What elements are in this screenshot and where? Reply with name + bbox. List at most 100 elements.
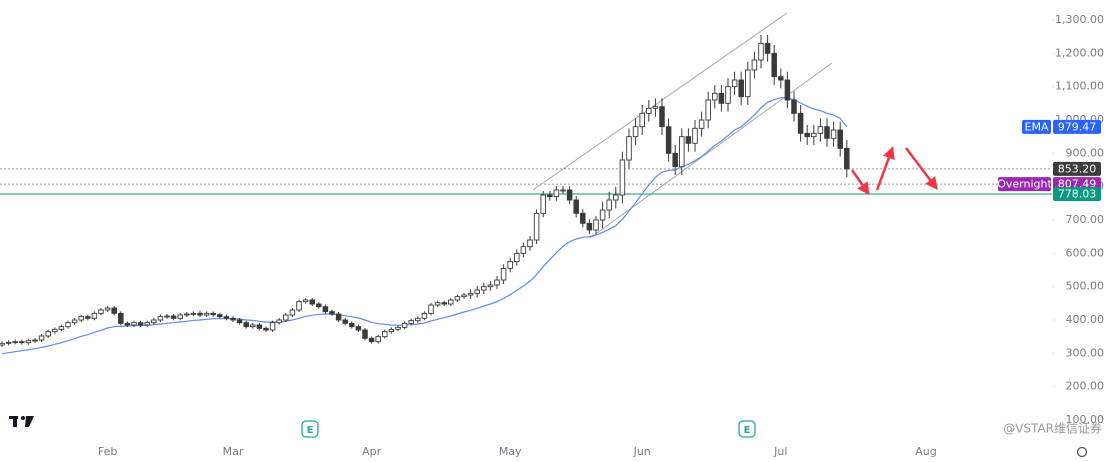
candle-body <box>12 341 18 344</box>
candle-body <box>784 79 791 101</box>
candle-body <box>811 132 817 138</box>
candle-body <box>91 312 98 319</box>
candle-body <box>540 194 546 214</box>
y-tick-label: 300.00 <box>1066 346 1105 359</box>
ema-line <box>1 97 848 355</box>
candle-body <box>758 42 764 61</box>
candle-body <box>778 76 784 81</box>
candle-body <box>118 312 124 324</box>
price-name: Overnight <box>997 178 1052 191</box>
candle-body <box>646 107 652 114</box>
candle-body <box>164 315 170 318</box>
candle-body <box>263 327 269 331</box>
candle-body <box>619 159 626 196</box>
candle-body <box>85 316 91 319</box>
candle-body <box>804 132 810 138</box>
candle-body <box>157 316 164 321</box>
gear[interactable] <box>1076 446 1088 458</box>
candle-body <box>19 341 25 344</box>
earnings-badge[interactable] <box>301 420 319 438</box>
candle-body <box>217 314 223 318</box>
candle-body <box>725 86 731 104</box>
earnings-icon[interactable]: E <box>301 420 319 438</box>
candle-body <box>500 267 507 281</box>
candle-body <box>844 147 850 170</box>
earnings-label: E <box>744 425 751 436</box>
settings-icon[interactable] <box>1076 446 1088 458</box>
arrow <box>850 169 870 196</box>
candle-body <box>71 319 78 324</box>
candle-body <box>401 322 408 328</box>
candle-body <box>514 252 520 263</box>
candle-body <box>547 194 553 198</box>
logo[interactable] <box>9 416 34 427</box>
x-tick-label: Apr <box>362 445 382 458</box>
y-tick-label: 500.00 <box>1066 280 1105 293</box>
candle-body <box>705 99 711 121</box>
candle-body <box>421 312 428 319</box>
earnings-icon[interactable]: E <box>738 420 756 438</box>
candle-body <box>362 329 368 339</box>
candle-body <box>454 296 461 301</box>
candle-body <box>65 322 71 328</box>
x-tick-label: May <box>499 445 522 458</box>
x-tick-label: Aug <box>915 445 936 458</box>
y-tick-label: 600.00 <box>1066 246 1105 259</box>
candle-body <box>764 42 771 54</box>
candle-body <box>144 322 150 326</box>
candle-body <box>553 189 560 198</box>
candle-body <box>137 322 144 326</box>
candle-body <box>250 324 256 328</box>
x-tick-label: Jun <box>633 445 651 458</box>
candle-body <box>355 326 362 331</box>
candle-body <box>375 336 381 343</box>
candle-body <box>797 112 804 134</box>
candle-body <box>461 294 467 298</box>
candle-body <box>679 136 685 168</box>
candle-body <box>441 302 447 305</box>
ema-name: EMA <box>1025 120 1049 133</box>
candle-body <box>837 129 843 149</box>
candle-body <box>230 317 236 321</box>
annotation-arrows <box>850 146 938 196</box>
candle-body <box>210 312 216 316</box>
candle-body <box>586 222 593 231</box>
candle-body <box>824 126 830 139</box>
price-label: 853.20 <box>1058 162 1097 175</box>
y-tick-label: 1,100.00 <box>1055 80 1104 93</box>
candle-body <box>45 331 51 337</box>
earnings-badge[interactable] <box>738 420 756 438</box>
candle-body <box>580 212 586 224</box>
candle-body <box>652 106 659 109</box>
arrow <box>875 146 895 191</box>
candle-body <box>481 286 487 291</box>
candle-body <box>184 313 190 316</box>
candle-body <box>566 189 573 201</box>
candle-body <box>388 328 395 333</box>
candle-body <box>322 306 329 313</box>
candle-body <box>309 299 315 305</box>
candle-body <box>712 92 718 101</box>
logo-part <box>21 416 25 420</box>
y-tick-label: 1,200.00 <box>1055 46 1104 59</box>
candle-body <box>316 303 322 308</box>
candle-body <box>698 119 705 129</box>
candle-body <box>329 311 335 315</box>
candle-body <box>613 194 619 201</box>
price-name-box <box>998 177 1051 192</box>
candle-body <box>527 239 533 248</box>
candle-body <box>52 328 58 333</box>
candle-body <box>791 99 797 114</box>
candle-body <box>111 307 117 314</box>
plot-area <box>0 35 850 355</box>
candle-body <box>131 322 137 326</box>
candle-body <box>203 312 210 316</box>
price-label-box <box>1053 186 1101 201</box>
candle-body <box>573 199 579 214</box>
candle-body <box>32 339 38 342</box>
y-tick-label: 700.00 <box>1066 213 1105 226</box>
ema-value: 979.47 <box>1058 120 1097 133</box>
candle-body <box>487 284 494 288</box>
